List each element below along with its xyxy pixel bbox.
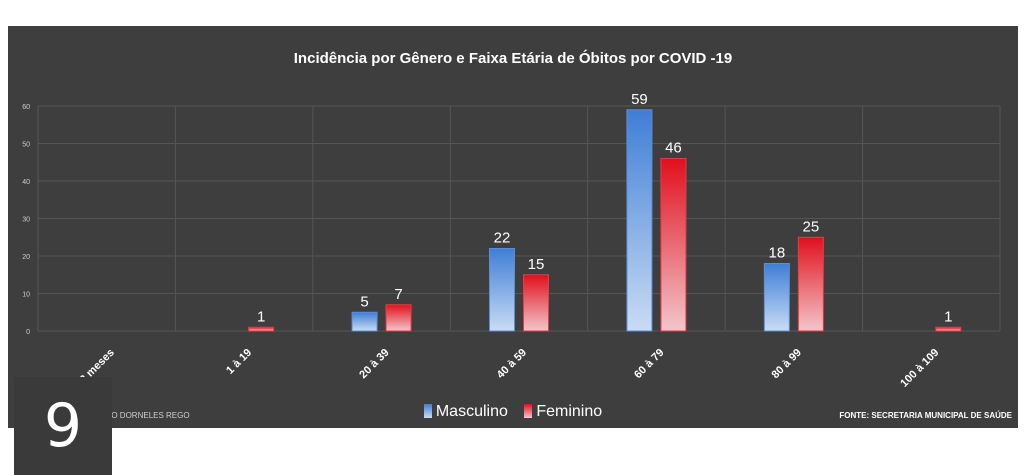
data-label-feminino: 7 xyxy=(394,286,402,303)
bar-feminino xyxy=(660,158,687,332)
grid-layer: 0 10 20 30 40 50 60 xyxy=(22,104,1001,336)
x-tick-label: 80 à 99 xyxy=(770,347,804,381)
bar-feminino xyxy=(385,304,412,332)
data-label-feminino: 15 xyxy=(528,256,545,273)
bars-layer xyxy=(248,109,962,332)
legend-item-feminino: Feminino xyxy=(524,403,602,421)
data-label-feminino: 46 xyxy=(665,140,682,157)
chart-panel: Incidência por Gênero e Faixa Etária de … xyxy=(8,26,1018,428)
y-tick-label: 60 xyxy=(22,104,30,111)
legend-label-masculino: Masculino xyxy=(435,403,508,420)
credit-source: FONTE: SECRETARIA MUNICIPAL DE SAÚDE xyxy=(839,411,1012,420)
bar-feminino xyxy=(248,326,275,332)
chart-svg: Incidência por Gênero e Faixa Etária de … xyxy=(22,49,1001,401)
legend-item-masculino: Masculino xyxy=(423,403,508,421)
legend-swatch-feminino xyxy=(524,404,533,418)
data-label-feminino: 25 xyxy=(803,218,820,235)
y-tick-label: 50 xyxy=(22,142,30,149)
x-tick-label: 100 à 109 xyxy=(898,347,941,390)
x-tick-label: 60 à 79 xyxy=(632,347,666,381)
y-tick-label: 10 xyxy=(22,292,30,299)
bar-feminino xyxy=(523,274,549,332)
legend-swatch-masculino xyxy=(423,404,432,418)
chart-title: Incidência por Gênero e Faixa Etária de … xyxy=(294,49,732,67)
x-tick-label: 1 à 19 xyxy=(224,347,254,377)
legend: Masculino Feminino xyxy=(8,403,1018,421)
y-tick-label: 40 xyxy=(22,179,30,186)
y-tick-label: 30 xyxy=(22,217,30,224)
bar-feminino xyxy=(797,236,824,332)
data-label-feminino: 1 xyxy=(257,308,265,325)
bar-masculino xyxy=(626,109,653,332)
data-label-masculino: 22 xyxy=(494,230,511,247)
y-tick-label: 0 xyxy=(26,329,30,336)
x-tick-label: 20 à 39 xyxy=(357,347,391,381)
data-label-feminino: 1 xyxy=(944,308,952,325)
data-label-masculino: 5 xyxy=(360,293,368,310)
y-tick-label: 20 xyxy=(22,254,30,261)
page-number-badge: 9 xyxy=(14,377,112,475)
bar-masculino xyxy=(351,311,378,332)
bar-masculino xyxy=(763,263,790,332)
bar-feminino xyxy=(935,326,962,332)
x-tick-label: 40 à 59 xyxy=(495,347,529,381)
legend-label-feminino: Feminino xyxy=(536,403,603,420)
data-label-masculino: 18 xyxy=(769,245,786,262)
bar-masculino xyxy=(489,248,515,332)
data-label-masculino: 59 xyxy=(631,91,648,108)
